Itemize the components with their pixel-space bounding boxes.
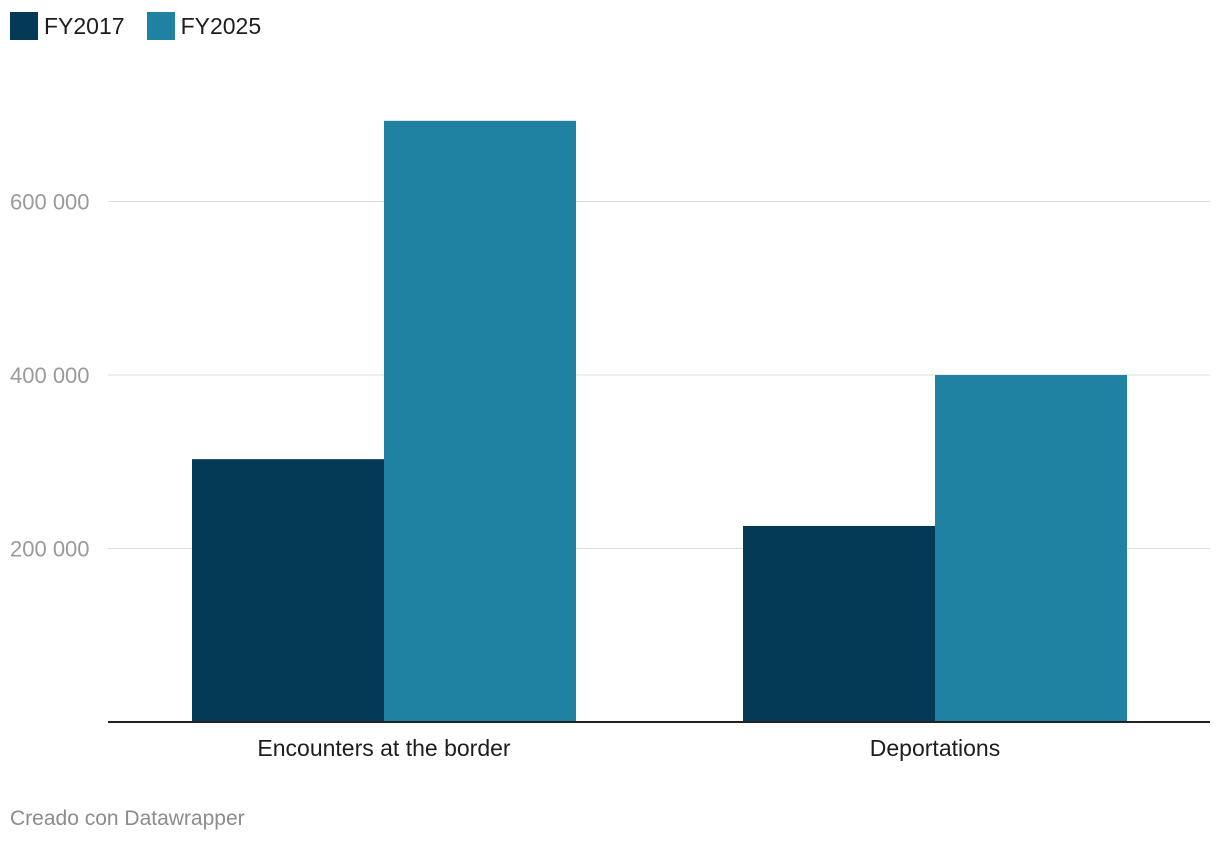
legend-label-fy2025: FY2025 — [180, 13, 262, 39]
legend-swatch-fy2017 — [10, 12, 38, 40]
legend-item-fy2017: FY2017 — [10, 12, 125, 40]
x-category-label: Encounters at the border — [257, 735, 510, 761]
legend-swatch-fy2025 — [146, 12, 175, 40]
chart-legend: FY2017 FY2025 — [10, 12, 283, 40]
bar-fy2017-1 — [743, 525, 935, 722]
footer-credit: Creado con Datawrapper — [10, 807, 245, 830]
x-category-label: Deportations — [870, 735, 1000, 761]
y-tick-label: 400 000 — [10, 363, 90, 388]
y-tick-label: 200 000 — [10, 537, 90, 562]
bar-fy2017-0 — [192, 459, 384, 722]
legend-item-fy2025: FY2025 — [146, 12, 262, 40]
legend-label-fy2017: FY2017 — [44, 13, 125, 39]
bar-fy2025-1 — [935, 375, 1127, 722]
y-tick-label: 600 000 — [10, 190, 90, 215]
bar-fy2025-0 — [384, 120, 576, 722]
